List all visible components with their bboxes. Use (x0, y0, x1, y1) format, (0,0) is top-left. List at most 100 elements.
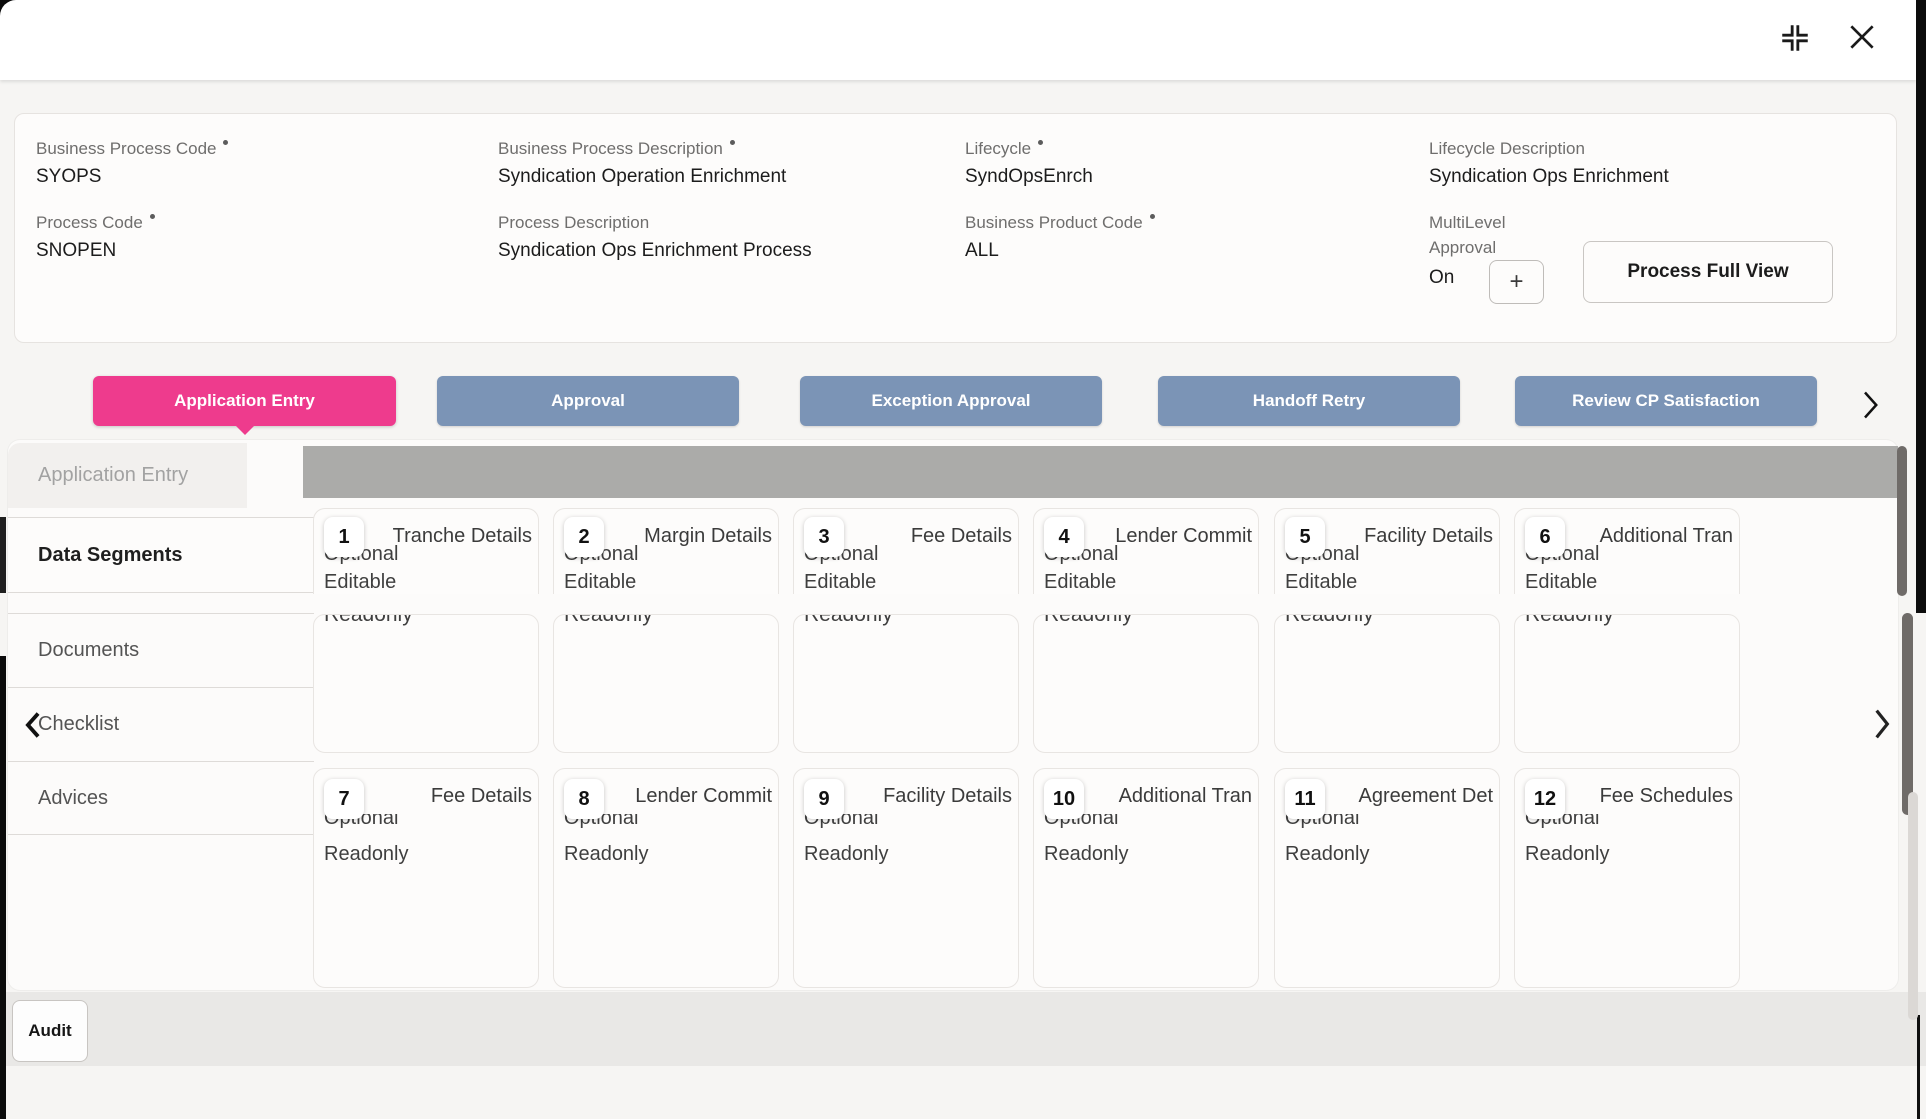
field-process-code: Process Code SNOPEN (36, 213, 155, 261)
segment-card-6-body[interactable]: Readonly (1514, 614, 1740, 753)
process-full-view-button[interactable]: Process Full View (1583, 241, 1833, 303)
segment-title: Lender Commit (1115, 525, 1252, 547)
field-business-process-code: Business Process Code SYOPS (36, 139, 228, 187)
tab-review-cp-satisfaction[interactable]: Review CP Satisfaction (1515, 376, 1817, 426)
segment-card-1-body[interactable]: Readonly (313, 614, 539, 753)
collapse-window-icon[interactable] (1778, 21, 1812, 55)
segment-mode-label: Editable (1044, 571, 1117, 593)
page-scrollbar-thumb[interactable] (1908, 792, 1918, 1020)
segment-title: Additional Tran (1118, 785, 1252, 807)
field-value: SNOPEN (36, 240, 117, 261)
tabs-next-chevron-icon[interactable] (1856, 390, 1884, 420)
segment-title: Facility Details (883, 785, 1012, 807)
audit-button[interactable]: Audit (12, 1000, 88, 1062)
sidebar-item-documents[interactable]: Documents (8, 613, 314, 687)
segment-number-badge: 9 (804, 779, 844, 819)
sidebar-active-indicator (0, 517, 6, 593)
segment-title: Agreement Det (1358, 785, 1493, 807)
tab-application-entry[interactable]: Application Entry (93, 376, 396, 426)
sidebar-item-advices[interactable]: Advices (8, 761, 314, 835)
sidebar-header: Application Entry (8, 443, 247, 508)
segment-card-4-body[interactable]: Readonly (1033, 614, 1259, 753)
add-approval-level-button[interactable]: + (1489, 260, 1544, 304)
clipped-readonly-label: Readonly (804, 614, 893, 626)
background-edge-right (1917, 1015, 1920, 1119)
segment-card-2[interactable]: 2 Margin Details Optional Editable (553, 508, 779, 594)
segment-number-badge: 8 (564, 779, 604, 819)
tab-exception-approval[interactable]: Exception Approval (800, 376, 1102, 426)
clipped-readonly-label: Readonly (1525, 614, 1614, 626)
segment-number-badge: 6 (1525, 517, 1565, 557)
field-business-process-description: Business Process Description Syndication… (498, 139, 787, 187)
footer-bar: Audit (0, 992, 1926, 1066)
clipped-readonly-label: Readonly (564, 614, 653, 626)
segment-title: Fee Schedules (1599, 785, 1733, 807)
close-icon[interactable] (1846, 21, 1878, 53)
field-value: Syndication Ops Enrichment (1429, 166, 1669, 187)
clipped-readonly-label: Readonly (1044, 614, 1133, 626)
segment-card-3-body[interactable]: Readonly (793, 614, 1019, 753)
sidebar-collapse-chevron-icon[interactable] (22, 711, 44, 739)
segment-card-5[interactable]: 5 Facility Details Optional Editable (1274, 508, 1500, 594)
segment-card-9[interactable]: 9 Facility Details Optional Readonly (793, 768, 1019, 988)
segment-title: Tranche Details (392, 525, 532, 547)
field-value: Syndication Operation Enrichment (498, 166, 787, 187)
segment-card-7[interactable]: 7 Fee Details Optional Readonly (313, 768, 539, 988)
segment-title: Fee Details (910, 525, 1012, 547)
segment-card-11[interactable]: 11 Agreement Det Optional Readonly (1274, 768, 1500, 988)
sidebar-item-checklist[interactable]: Checklist (8, 687, 314, 761)
segment-number-badge: 4 (1044, 517, 1084, 557)
segment-mode-label: Editable (804, 571, 877, 593)
field-value: ALL (965, 240, 999, 261)
tab-handoff-retry[interactable]: Handoff Retry (1158, 376, 1460, 426)
segment-card-12[interactable]: 12 Fee Schedules Optional Readonly (1514, 768, 1740, 988)
segment-mode-label: Editable (324, 571, 397, 593)
segment-card-5-body[interactable]: Readonly (1274, 614, 1500, 753)
content-scrollbar-thumb[interactable] (1902, 613, 1913, 815)
segment-number-badge: 5 (1285, 517, 1325, 557)
segment-card-6[interactable]: 6 Additional Tran Optional Editable (1514, 508, 1740, 594)
field-multilevel-approval: MultiLevel Approval On (1429, 213, 1506, 288)
segment-card-1[interactable]: 1 Tranche Details Optional Editable (313, 508, 539, 594)
segment-card-2-body[interactable]: Readonly (553, 614, 779, 753)
segment-mode-label: Readonly (324, 843, 409, 865)
segment-number-badge: 3 (804, 517, 844, 557)
segment-mode-label: Readonly (804, 843, 889, 865)
segment-mode-label: Readonly (564, 843, 649, 865)
sidebar-item-data-segments[interactable]: Data Segments (8, 517, 314, 593)
segment-number-badge: 12 (1525, 779, 1565, 819)
segment-number-badge: 11 (1285, 779, 1325, 819)
field-value: SYOPS (36, 166, 102, 187)
segment-mode-label: Editable (564, 571, 637, 593)
segments-next-chevron-icon[interactable] (1870, 708, 1894, 740)
segment-number-badge: 1 (324, 517, 364, 557)
clipped-readonly-label: Readonly (1285, 614, 1374, 626)
process-summary-panel: Business Process Code SYOPS Business Pro… (14, 113, 1897, 343)
segment-number-badge: 10 (1044, 779, 1084, 819)
segment-card-3[interactable]: 3 Fee Details Optional Editable (793, 508, 1019, 594)
segment-title: Facility Details (1364, 525, 1493, 547)
segment-mode-label: Editable (1285, 571, 1358, 593)
dialog-scrollbar-thumb[interactable] (1897, 446, 1907, 596)
segment-number-badge: 7 (324, 779, 364, 819)
segment-mode-label: Readonly (1044, 843, 1129, 865)
tab-approval[interactable]: Approval (437, 376, 739, 426)
segment-mode-label: Editable (1525, 571, 1598, 593)
segment-card-10[interactable]: 10 Additional Tran Optional Readonly (1033, 768, 1259, 988)
window-header (0, 0, 1916, 80)
active-tab-arrow (235, 425, 255, 435)
field-value: SyndOpsEnrch (965, 166, 1093, 187)
segment-mode-label: Readonly (1285, 843, 1370, 865)
segment-card-4[interactable]: 4 Lender Commit Optional Editable (1033, 508, 1259, 594)
sidebar-list: Documents Checklist Advices (8, 613, 314, 835)
browser-scrollbar-track (1916, 0, 1926, 613)
field-process-description: Process Description Syndication Ops Enri… (498, 213, 812, 261)
segment-card-8[interactable]: 8 Lender Commit Optional Readonly (553, 768, 779, 988)
field-value: Syndication Ops Enrichment Process (498, 240, 812, 261)
field-lifecycle-description: Lifecycle Description Syndication Ops En… (1429, 139, 1669, 187)
segment-title: Margin Details (644, 525, 772, 547)
field-business-product-code: Business Product Code ALL (965, 213, 1155, 261)
clipped-readonly-label: Readonly (324, 614, 413, 626)
field-value: On (1429, 267, 1455, 288)
content-header-bar (303, 446, 1898, 498)
